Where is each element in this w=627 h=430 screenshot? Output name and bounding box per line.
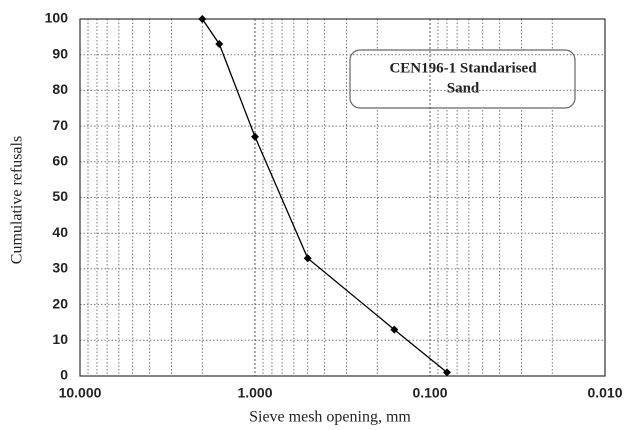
data-point bbox=[390, 325, 399, 334]
data-point bbox=[198, 15, 207, 23]
annotation-box bbox=[349, 49, 576, 109]
plot-frame bbox=[79, 18, 606, 377]
x-tick-label: 0.010 bbox=[587, 385, 622, 401]
data-point bbox=[442, 368, 451, 377]
x-tick-label: 0.100 bbox=[412, 385, 447, 401]
y-tick-label: 60 bbox=[52, 153, 68, 169]
x-axis-title: Sieve mesh opening, mm bbox=[249, 409, 411, 426]
y-tick-label: 30 bbox=[52, 260, 68, 276]
y-tick-label: 20 bbox=[52, 295, 68, 311]
y-tick-label: 90 bbox=[52, 45, 68, 61]
y-tick-label: 40 bbox=[52, 224, 68, 240]
y-tick-label: 100 bbox=[45, 10, 69, 26]
x-tick-label: 10.000 bbox=[59, 385, 102, 401]
y-axis-title: Cumulative refusals bbox=[9, 136, 26, 264]
y-tick-label: 80 bbox=[52, 81, 68, 97]
y-tick-label: 50 bbox=[52, 188, 68, 204]
y-tick-label: 0 bbox=[60, 367, 68, 383]
annotation: CEN196-1 Standarised bbox=[389, 60, 537, 76]
data-point bbox=[251, 132, 259, 141]
y-tick-label: 10 bbox=[52, 331, 68, 347]
data-line bbox=[201, 18, 448, 373]
x-tick-label: 1.000 bbox=[237, 385, 272, 401]
annotation: Sand bbox=[447, 80, 480, 96]
data-point bbox=[215, 39, 224, 48]
y-tick-label: 70 bbox=[52, 117, 68, 133]
data-point bbox=[303, 254, 312, 263]
